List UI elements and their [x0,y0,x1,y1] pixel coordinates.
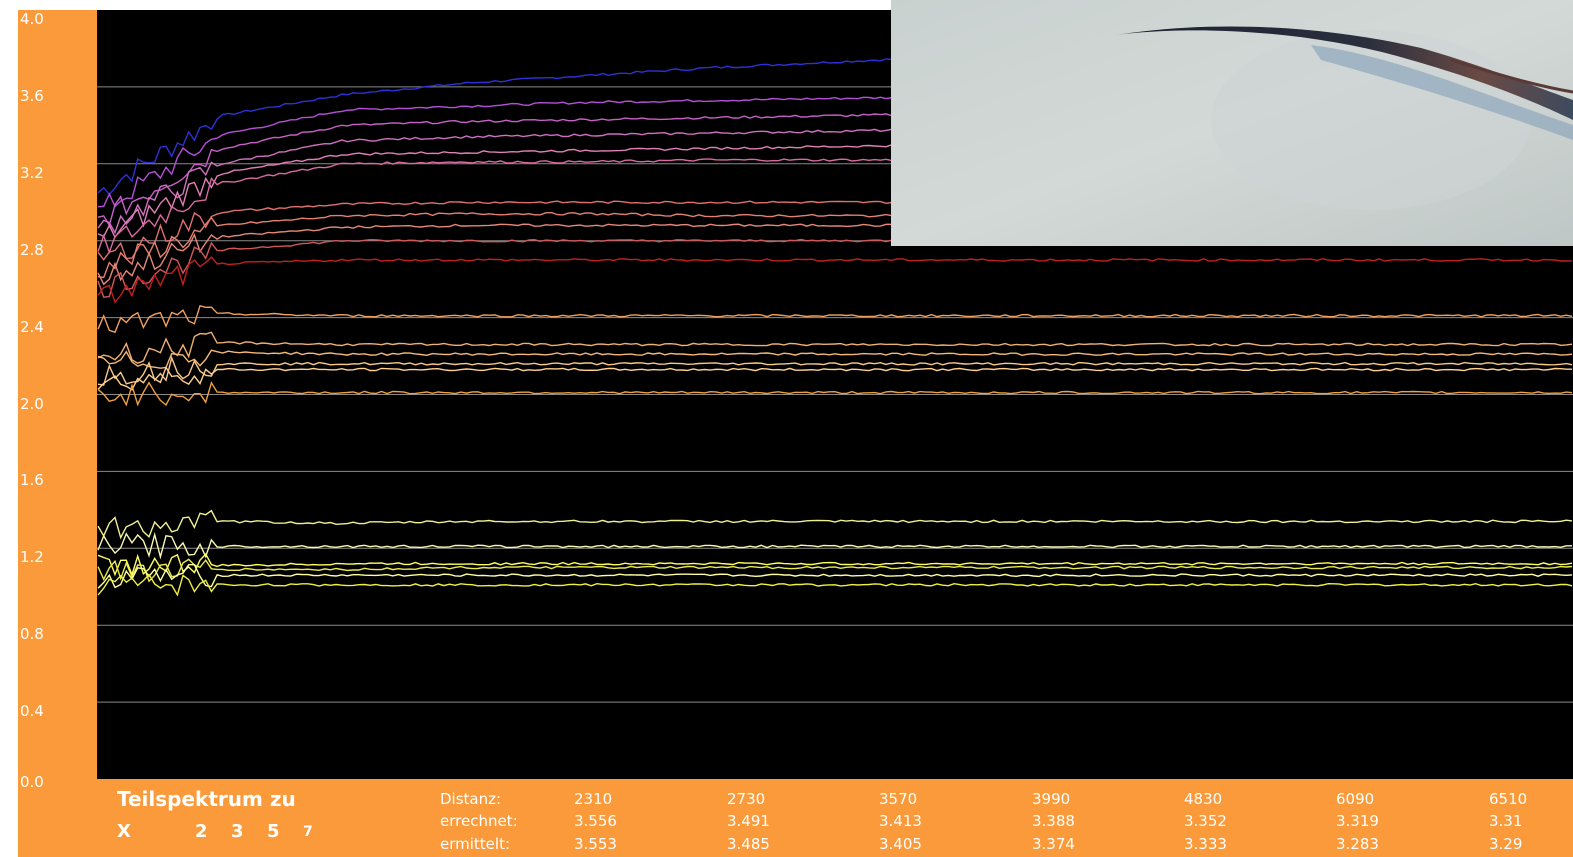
table-cell-ermittelt: 3.283 [1336,835,1379,853]
panel-title: Teilspektrum zu [117,787,296,811]
y-tick-label: 0.8 [20,625,44,644]
series-line [97,509,1573,540]
row-label-distanz: Distanz: [440,790,502,808]
table-cell-ermittelt: 3.485 [727,835,770,853]
table-cell-errechnet: 3.556 [574,812,617,830]
ratio-x[interactable]: X [117,821,131,842]
y-tick-label: 0.0 [20,773,44,791]
bird-wing-photo [891,0,1573,246]
row-label-errechnet: errechnet: [440,812,518,830]
table-cell-errechnet: 3.31 [1489,812,1523,830]
table-cell-distanz: 2730 [727,790,766,808]
series-line [97,564,1573,589]
series-line [97,355,1573,386]
series-line [97,531,1572,560]
series-line [97,238,1573,298]
table-cell-distanz: 2310 [574,790,613,808]
series-line [97,558,1573,583]
row-label-ermittelt: ermittelt: [440,835,511,853]
table-cell-errechnet: 3.491 [727,812,770,830]
y-tick-label: 2.4 [20,317,44,336]
table-cell-distanz: 3570 [879,790,918,808]
y-tick-label: 3.2 [20,163,44,182]
series-line [97,304,1573,334]
y-tick-label: 1.2 [20,548,44,567]
y-tick-label: 3.6 [20,86,44,105]
table-cell-distanz: 6510 [1489,790,1528,808]
info-panel: Teilspektrum zu X 2 3 5 7 Distanz: errec… [97,779,1573,857]
ratio-3[interactable]: 3 [231,821,244,842]
series-line [97,331,1573,364]
y-axis-panel: 4.0 3.6 3.2 2.8 2.4 2.0 1.6 1.2 0.8 0.4 0.0 [18,10,97,857]
y-tick-label: 0.4 [20,702,44,721]
table-cell-errechnet: 3.413 [879,812,922,830]
ratio-2[interactable]: 2 [195,821,208,842]
table-cell-ermittelt: 3.405 [879,835,922,853]
ratio-5[interactable]: 5 [267,821,280,842]
table-cell-ermittelt: 3.553 [574,835,617,853]
series-line [97,381,1573,407]
table-cell-ermittelt: 3.333 [1184,835,1227,853]
table-cell-ermittelt: 3.29 [1489,835,1523,853]
series-line [97,365,1572,391]
y-tick-label: 4.0 [20,10,44,28]
series-line [97,552,1573,577]
series-line [97,573,1573,597]
y-tick-label: 2.0 [20,394,44,413]
photo-inset [891,0,1573,246]
y-tick-label: 1.6 [20,471,44,490]
table-cell-distanz: 4830 [1184,790,1223,808]
y-tick-label: 2.8 [20,240,44,259]
table-cell-errechnet: 3.352 [1184,812,1227,830]
table-cell-distanz: 6090 [1336,790,1375,808]
table-cell-ermittelt: 3.374 [1032,835,1075,853]
series-line [97,349,1573,369]
ratio-7[interactable]: 7 [303,824,313,840]
table-cell-distanz: 3990 [1032,790,1071,808]
series-line [97,256,1573,304]
table-cell-errechnet: 3.388 [1032,812,1075,830]
table-cell-errechnet: 3.319 [1336,812,1379,830]
